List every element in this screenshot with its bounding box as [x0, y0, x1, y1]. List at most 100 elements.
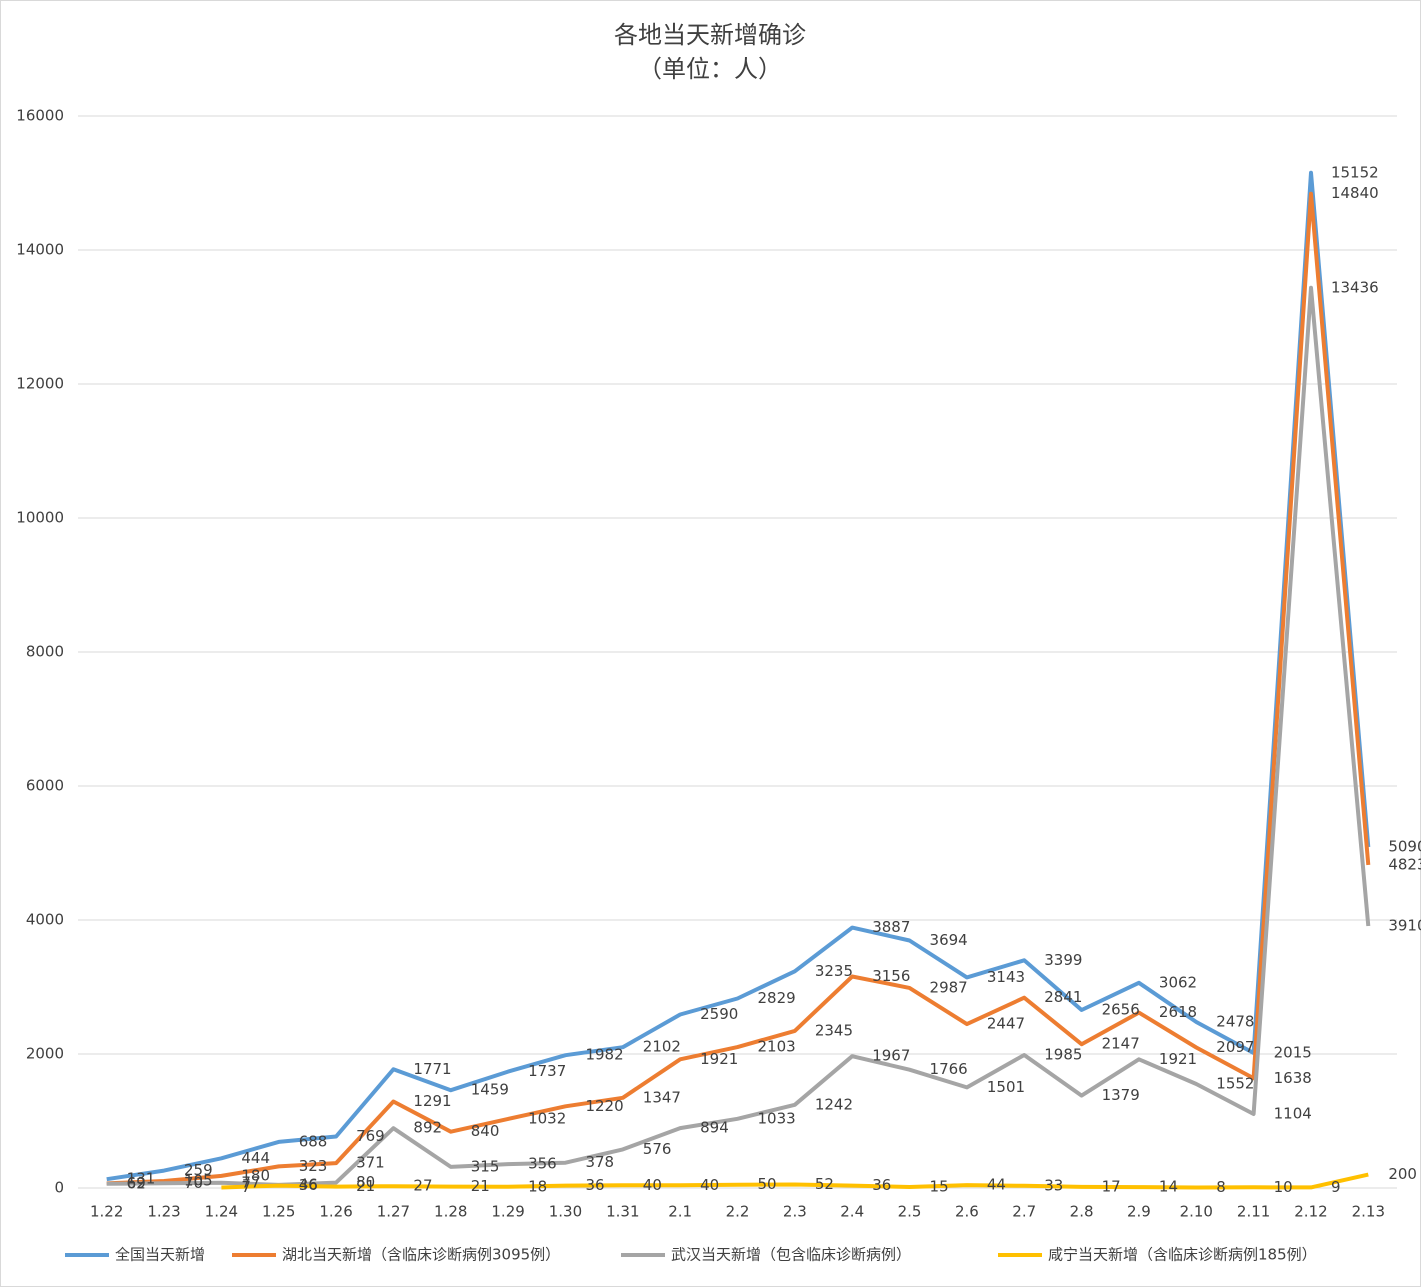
y-tick-label: 16000 [16, 107, 64, 125]
x-tick-label: 2.9 [1127, 1203, 1151, 1221]
data-label: 17 [1102, 1177, 1121, 1195]
series-line [106, 170, 1371, 1182]
data-label: 1967 [872, 1047, 910, 1065]
data-label: 259 [184, 1161, 213, 1179]
data-label: 21 [471, 1177, 490, 1195]
x-tick-label: 2.13 [1352, 1203, 1385, 1221]
data-label: 10 [1274, 1178, 1293, 1196]
data-label: 15 [930, 1177, 949, 1195]
data-label: 8 [1216, 1178, 1226, 1196]
data-label: 69 [127, 1174, 146, 1192]
data-label: 3694 [930, 931, 968, 949]
x-tick-label: 1.27 [377, 1203, 410, 1221]
data-label: 2345 [815, 1021, 853, 1039]
data-label: 15152 [1331, 163, 1379, 181]
x-tick-label: 2.6 [955, 1203, 979, 1221]
data-label: 3910 [1388, 917, 1421, 935]
y-tick-label: 6000 [26, 777, 64, 795]
data-label: 62 [127, 1174, 146, 1192]
chart-subtitle: （单位：人） [638, 55, 782, 83]
data-label: 3235 [815, 962, 853, 980]
x-tick-label: 1.24 [205, 1203, 238, 1221]
data-label: 840 [471, 1122, 500, 1140]
data-label: 1921 [1159, 1050, 1197, 1068]
data-label: 36 [585, 1176, 604, 1194]
y-tick-label: 2000 [26, 1045, 64, 1063]
legend-label: 湖北当天新增（含临床诊断病例3095例） [282, 1246, 560, 1264]
data-label: 36 [872, 1176, 891, 1194]
data-label: 1766 [930, 1060, 968, 1078]
data-label: 2829 [758, 989, 796, 1007]
data-label: 1104 [1274, 1105, 1312, 1123]
x-tick-label: 1.25 [262, 1203, 295, 1221]
data-label: 2478 [1216, 1012, 1254, 1030]
x-tick-label: 1.23 [147, 1203, 180, 1221]
data-label: 378 [585, 1153, 614, 1171]
data-label: 27 [413, 1177, 432, 1195]
x-tick-label: 1.30 [549, 1203, 582, 1221]
x-tick-label: 1.29 [491, 1203, 524, 1221]
data-label: 40 [700, 1176, 719, 1194]
series-line [221, 1172, 1369, 1190]
x-tick-label: 2.12 [1294, 1203, 1327, 1221]
data-label: 7 [241, 1178, 251, 1196]
data-label: 3156 [872, 967, 910, 985]
data-label: 1033 [758, 1109, 796, 1127]
x-tick-label: 1.26 [319, 1203, 352, 1221]
y-tick-label: 0 [54, 1179, 64, 1197]
data-label: 2102 [643, 1038, 681, 1056]
data-label: 444 [241, 1149, 270, 1167]
data-label: 4823 [1388, 855, 1421, 873]
data-label: 52 [815, 1175, 834, 1193]
data-label: 2987 [930, 978, 968, 996]
x-tick-label: 1.31 [606, 1203, 639, 1221]
data-label: 131 [127, 1170, 156, 1188]
data-label: 3143 [987, 968, 1025, 986]
data-label: 323 [299, 1157, 328, 1175]
data-label: 2015 [1274, 1043, 1312, 1061]
data-label: 1242 [815, 1095, 853, 1113]
data-label: 2618 [1159, 1003, 1197, 1021]
data-label: 3887 [872, 918, 910, 936]
data-label: 9 [1331, 1178, 1341, 1196]
data-label: 371 [356, 1154, 385, 1172]
x-tick-label: 1.28 [434, 1203, 467, 1221]
data-label: 5090 [1388, 837, 1421, 855]
data-label: 18 [528, 1177, 547, 1195]
data-label: 44 [987, 1176, 1006, 1194]
data-label: 1921 [700, 1050, 738, 1068]
data-label: 769 [356, 1127, 385, 1145]
data-label: 33 [1044, 1176, 1063, 1194]
data-label: 2147 [1102, 1035, 1140, 1053]
data-label: 1291 [413, 1092, 451, 1110]
data-label: 1552 [1216, 1075, 1254, 1093]
data-label: 315 [471, 1157, 500, 1175]
data-label: 36 [299, 1176, 318, 1194]
data-label: 1379 [1102, 1086, 1140, 1104]
x-tick-label: 2.3 [783, 1203, 807, 1221]
legend-label: 全国当天新增 [115, 1246, 205, 1264]
data-label: 892 [413, 1119, 442, 1137]
data-label: 2590 [700, 1005, 738, 1023]
data-label: 13436 [1331, 278, 1379, 296]
data-label: 1032 [528, 1109, 566, 1127]
series-line [106, 191, 1371, 1186]
data-label: 21 [356, 1177, 375, 1195]
data-label: 1220 [585, 1097, 623, 1115]
data-label: 80 [356, 1173, 375, 1191]
data-label: 14 [1159, 1178, 1178, 1196]
y-tick-label: 12000 [16, 375, 64, 393]
data-label: 1982 [585, 1046, 623, 1064]
x-tick-label: 2.1 [668, 1203, 692, 1221]
y-tick-label: 10000 [16, 509, 64, 527]
x-tick-label: 2.8 [1070, 1203, 1094, 1221]
data-label: 1501 [987, 1078, 1025, 1096]
data-label: 77 [241, 1173, 260, 1191]
legend-label: 咸宁当天新增（含临床诊断病例185例） [1048, 1246, 1317, 1264]
data-label: 40 [643, 1176, 662, 1194]
x-tick-label: 2.4 [840, 1203, 864, 1221]
data-label: 894 [700, 1119, 729, 1137]
x-tick-label: 2.7 [1012, 1203, 1036, 1221]
